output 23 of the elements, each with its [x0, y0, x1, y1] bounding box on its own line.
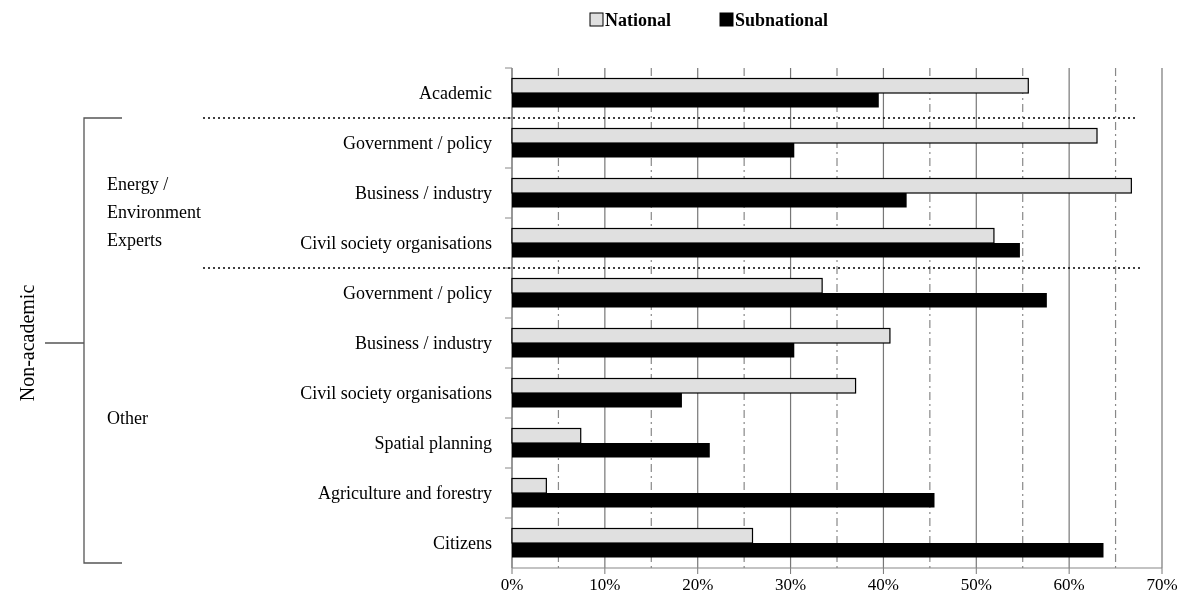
x-tick-label: 20%	[682, 575, 714, 594]
legend-label: National	[605, 10, 672, 30]
y-tick-label: Business / industry	[354, 333, 492, 353]
x-tick-label: 70%	[1146, 575, 1178, 594]
text: Non-academic	[16, 284, 38, 402]
y-tick-label: Civil society organisations	[300, 383, 492, 403]
x-tick-label: 30%	[774, 575, 807, 594]
text: Energy / Environment Experts	[107, 174, 201, 250]
y-tick-label: Agriculture and forestry	[318, 483, 492, 503]
x-tick-label: 0%	[500, 575, 524, 594]
y-tick-label: Government / policy	[343, 133, 492, 153]
x-tick-label: 60%	[1053, 575, 1085, 594]
x-tick-label: 40%	[867, 575, 900, 594]
text: Other	[107, 408, 148, 428]
x-tick-label: 50%	[960, 575, 992, 594]
y-tick-label: Government / policy	[343, 283, 492, 303]
y-tick-label: Citizens	[433, 533, 492, 553]
y-tick-label: Business / industry	[354, 183, 492, 203]
legend-label: Subnational	[735, 10, 829, 30]
y-tick-label: Spatial planning	[374, 433, 492, 453]
y-tick-label: Academic	[419, 83, 492, 103]
x-tick-label: 10%	[589, 575, 621, 594]
y-tick-label: Civil society organisations	[300, 233, 492, 253]
